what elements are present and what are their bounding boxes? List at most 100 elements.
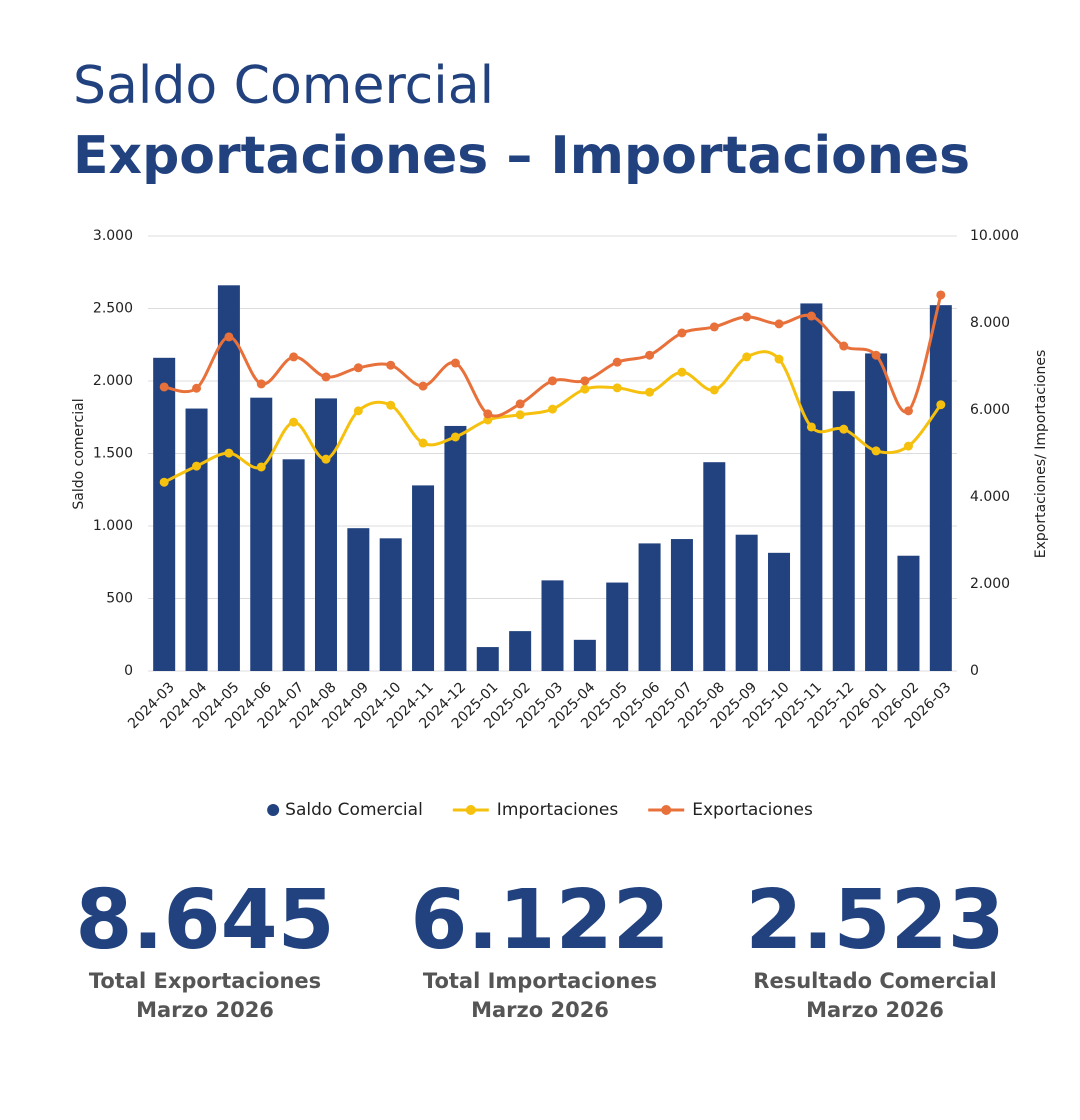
legend-label: Saldo Comercial	[285, 800, 423, 820]
y2-tick-label: 0	[970, 663, 979, 679]
line-point	[418, 381, 428, 391]
line-point	[677, 367, 687, 377]
bar	[476, 647, 499, 671]
y-tick-label: 2.500	[93, 301, 133, 317]
chart-subtitle: Exportaciones – Importaciones	[73, 126, 970, 186]
kpi-label: Marzo 2026	[471, 998, 609, 1022]
legend-swatch	[465, 805, 476, 815]
line-point	[548, 404, 557, 414]
line-point	[677, 328, 687, 338]
bar	[703, 462, 726, 671]
line	[163, 294, 943, 418]
line-point	[903, 441, 913, 451]
legend: Saldo Comercial Importaciones Exportacione…	[267, 800, 813, 820]
line-point	[483, 409, 493, 419]
line-point	[709, 322, 719, 332]
bar	[217, 285, 240, 671]
line-point	[645, 387, 655, 397]
kpi-label: Total Exportaciones	[89, 969, 321, 993]
line-point	[159, 477, 169, 487]
line-point	[936, 290, 946, 300]
line-point	[159, 382, 169, 392]
bar	[541, 580, 564, 671]
bar	[347, 528, 370, 671]
kpi-value: 6.122	[410, 873, 669, 968]
line-point	[289, 417, 299, 427]
bar	[573, 639, 596, 671]
y2-tick-label: 6.000	[970, 402, 1010, 418]
bar	[314, 398, 337, 671]
line-point	[256, 462, 266, 472]
y-tick-label: 1.000	[93, 518, 133, 534]
line-point	[192, 461, 202, 471]
bar	[768, 552, 791, 671]
kpi-value: 8.645	[75, 873, 334, 968]
legend-swatch	[661, 805, 672, 815]
line-point	[321, 454, 331, 464]
bar	[800, 303, 823, 671]
line-point	[612, 357, 622, 367]
line-point	[645, 350, 655, 360]
y-tick-label: 1.500	[93, 446, 133, 462]
bar	[865, 353, 888, 671]
kpi-value: 2.523	[745, 873, 1004, 968]
kpi-label: Marzo 2026	[136, 998, 274, 1022]
y2-tick-label: 4.000	[970, 489, 1010, 505]
line	[163, 350, 943, 484]
bar	[185, 408, 208, 671]
line-point	[806, 311, 816, 321]
line-point	[774, 319, 784, 329]
line-point	[386, 400, 396, 410]
line-point	[709, 385, 719, 395]
bar	[735, 534, 758, 671]
line-point	[224, 332, 234, 342]
bar	[606, 582, 629, 671]
bar	[444, 425, 467, 671]
kpi-label: Resultado Comercial	[753, 969, 996, 993]
line-point	[839, 341, 849, 351]
y-tick-label: 3.000	[93, 228, 133, 244]
line-point	[774, 354, 784, 364]
bar	[412, 485, 435, 671]
line-point	[256, 379, 266, 389]
bar	[897, 555, 920, 671]
bar	[282, 459, 305, 671]
line-point	[224, 448, 234, 458]
line-point	[742, 352, 752, 362]
line-point	[386, 360, 396, 370]
line-point	[192, 383, 202, 393]
y2-axis-label: Exportaciones/ Importaciones	[1033, 350, 1049, 558]
line-point	[903, 406, 913, 416]
bar	[250, 397, 273, 671]
line-point	[580, 384, 590, 394]
y-axis-label: Saldo comercial	[71, 398, 87, 509]
line-point	[515, 399, 525, 409]
line-point	[871, 446, 881, 456]
line-point	[515, 410, 525, 420]
y2-tick-label: 8.000	[970, 315, 1010, 331]
legend-label: Importaciones	[497, 800, 619, 820]
chart-title: Saldo Comercial	[73, 56, 494, 116]
legend-swatch	[267, 804, 280, 816]
y-tick-label: 2.000	[93, 373, 133, 389]
bar	[929, 305, 952, 671]
kpi-label: Marzo 2026	[806, 998, 944, 1022]
y-tick-label: 500	[106, 591, 133, 607]
bar	[832, 391, 855, 671]
line-point	[450, 358, 460, 368]
line-point	[612, 383, 622, 393]
bar	[153, 357, 176, 671]
bar	[670, 539, 693, 671]
line-point	[936, 400, 946, 410]
line-point	[548, 376, 557, 386]
line-point	[839, 424, 849, 434]
line-point	[806, 422, 816, 432]
bar	[509, 631, 532, 671]
bar	[638, 543, 661, 671]
y2-tick-label: 2.000	[970, 576, 1010, 592]
line-point	[418, 438, 428, 448]
y-tick-label: 0	[124, 663, 133, 679]
line-point	[580, 376, 590, 386]
y2-tick-label: 10.000	[970, 228, 1019, 244]
